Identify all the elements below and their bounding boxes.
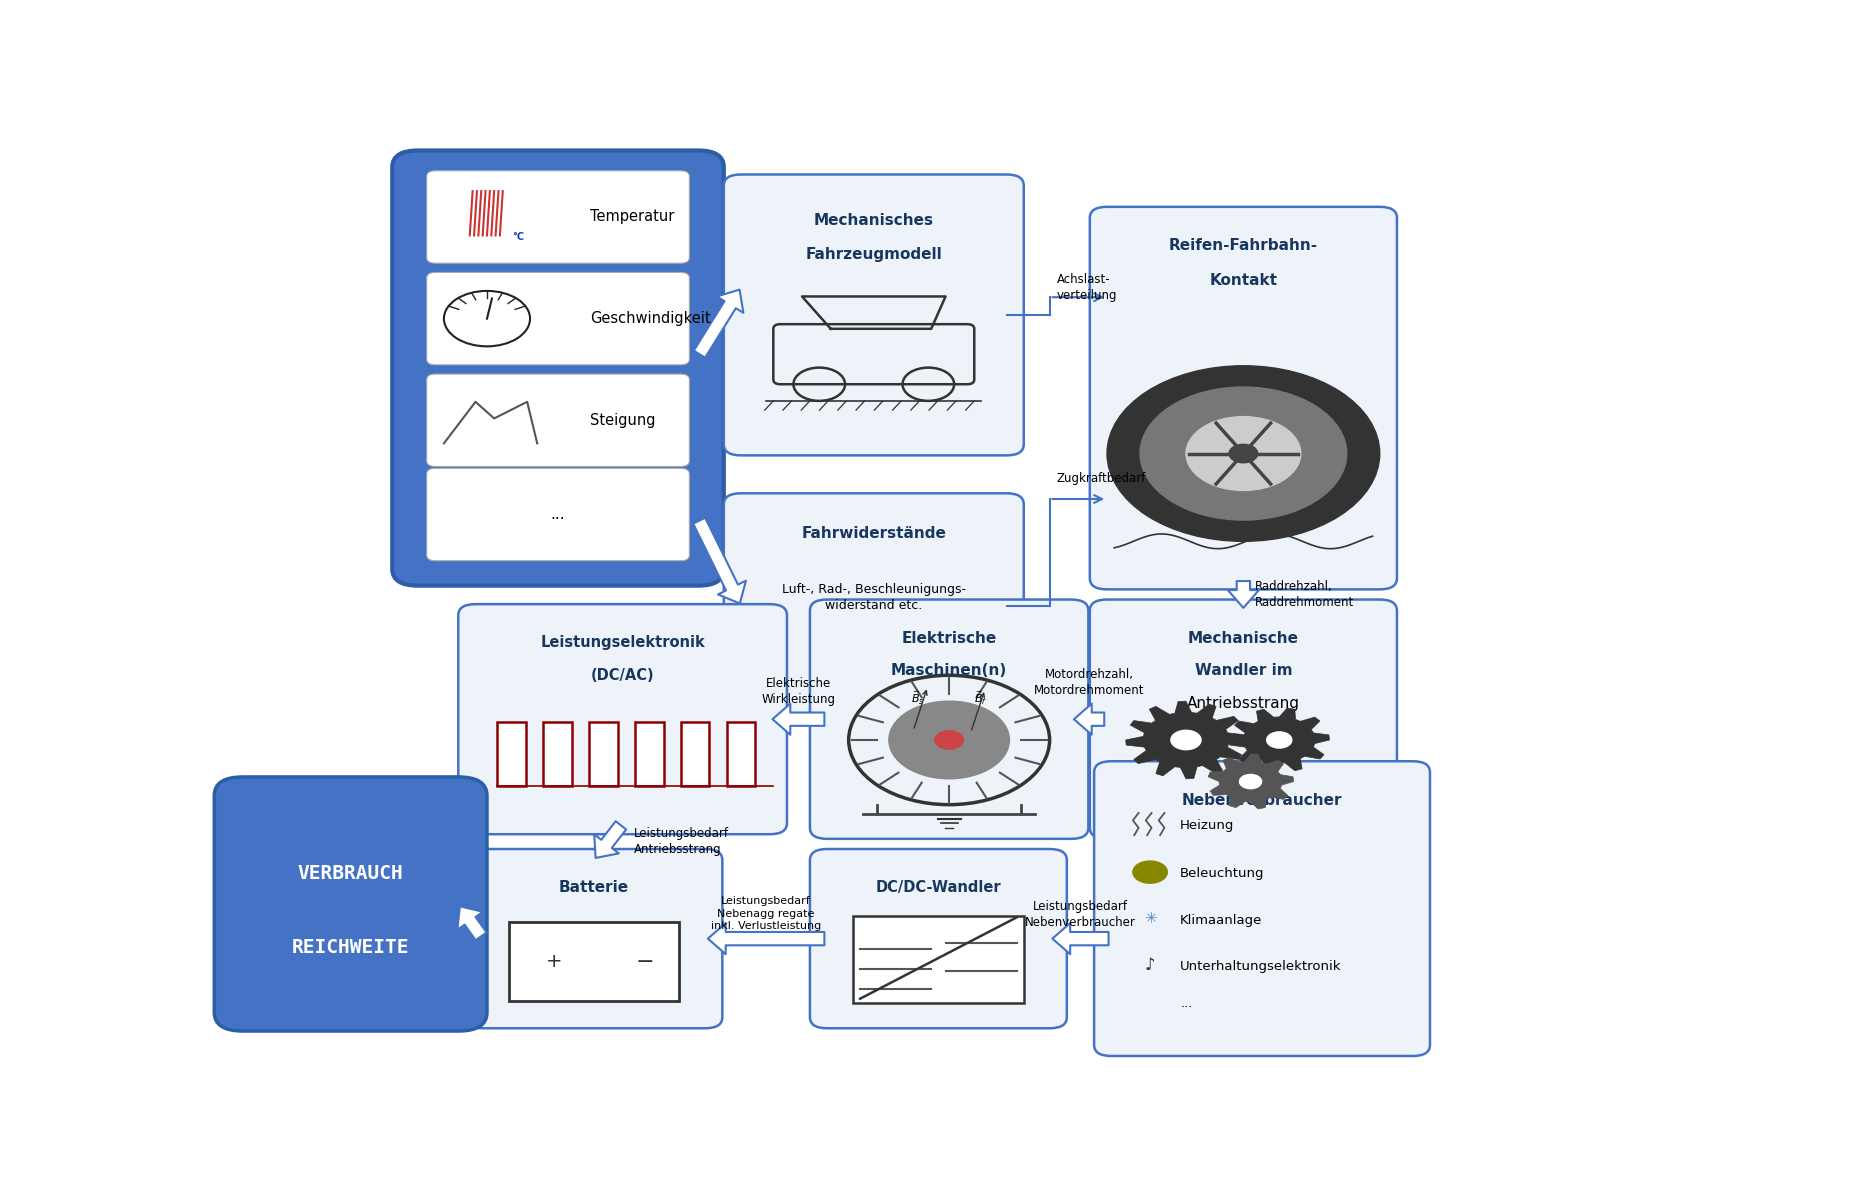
Text: Antriebsstrang: Antriebsstrang [1187, 696, 1300, 710]
FancyBboxPatch shape [1089, 206, 1396, 589]
FancyBboxPatch shape [426, 468, 689, 560]
Circle shape [1267, 732, 1293, 748]
Text: Achslast-
verteilung: Achslast- verteilung [1057, 274, 1117, 302]
FancyBboxPatch shape [426, 272, 689, 365]
FancyBboxPatch shape [809, 850, 1067, 1028]
Text: Raddrehzahl,
Raddrehmoment: Raddrehzahl, Raddrehmoment [1256, 580, 1354, 608]
Text: (DC/AC): (DC/AC) [591, 667, 654, 683]
Polygon shape [1126, 701, 1246, 779]
FancyBboxPatch shape [393, 150, 724, 586]
Polygon shape [1208, 754, 1293, 809]
FancyBboxPatch shape [724, 493, 1024, 719]
Text: $\vec{B}_s$: $\vec{B}_s$ [911, 690, 924, 707]
Bar [543, 721, 572, 786]
Circle shape [889, 701, 1009, 779]
Bar [509, 922, 680, 1001]
Text: Beleuchtung: Beleuchtung [1180, 868, 1265, 881]
Bar [589, 721, 617, 786]
Bar [726, 721, 756, 786]
Text: Batterie: Batterie [559, 881, 630, 895]
Text: Elektrische
Wirkleistung: Elektrische Wirkleistung [761, 677, 835, 706]
Text: Geschwindigkeit: Geschwindigkeit [591, 311, 711, 326]
Polygon shape [1230, 708, 1330, 772]
FancyBboxPatch shape [1089, 600, 1396, 839]
FancyBboxPatch shape [1095, 761, 1430, 1056]
Circle shape [1107, 366, 1380, 541]
Text: DC/DC-Wandler: DC/DC-Wandler [876, 881, 1002, 895]
Circle shape [1133, 862, 1167, 883]
Text: Motordrehzahl,
Motordrehmoment: Motordrehzahl, Motordrehmoment [1033, 667, 1145, 697]
Text: Mechanisches: Mechanisches [813, 214, 933, 228]
Circle shape [1230, 444, 1258, 463]
Text: ...: ... [550, 508, 565, 522]
Circle shape [1170, 731, 1202, 750]
Text: ...: ... [1180, 997, 1193, 1010]
Text: Unterhaltungselektronik: Unterhaltungselektronik [1180, 960, 1341, 973]
Bar [635, 721, 663, 786]
Text: $\vec{B}_r$: $\vec{B}_r$ [974, 690, 987, 707]
FancyBboxPatch shape [215, 776, 487, 1031]
Text: Kontakt: Kontakt [1209, 274, 1278, 288]
Text: Leistungsbedarf
Nebenverbraucher: Leistungsbedarf Nebenverbraucher [1024, 900, 1135, 929]
FancyBboxPatch shape [465, 850, 722, 1028]
Circle shape [1239, 774, 1261, 788]
FancyBboxPatch shape [809, 600, 1089, 839]
Text: Wandler im: Wandler im [1195, 664, 1293, 678]
Text: Nebenverbraucher: Nebenverbraucher [1182, 792, 1343, 808]
Text: −: − [635, 952, 654, 972]
Text: Leistungsbedarf
Antriebsstrang: Leistungsbedarf Antriebsstrang [633, 827, 730, 856]
Text: Klimaanlage: Klimaanlage [1180, 913, 1263, 926]
FancyBboxPatch shape [426, 374, 689, 467]
Text: Fahrzeugmodell: Fahrzeugmodell [806, 247, 943, 263]
Text: Leistungsbedarf
Nebenagg regate
inkl. Verlustleistung: Leistungsbedarf Nebenagg regate inkl. Ve… [711, 896, 820, 931]
Text: Fahrwiderstände: Fahrwiderstände [802, 527, 946, 541]
Text: Maschinen(n): Maschinen(n) [891, 664, 1007, 678]
Circle shape [1141, 388, 1346, 520]
FancyBboxPatch shape [457, 604, 787, 834]
Text: ✳: ✳ [1145, 911, 1156, 926]
Text: Luft-, Rad-, Beschleunigungs-
widerstand etc.: Luft-, Rad-, Beschleunigungs- widerstand… [782, 583, 965, 612]
Text: VERBRAUCH: VERBRAUCH [298, 864, 404, 883]
Text: Mechanische: Mechanische [1187, 631, 1298, 646]
Text: Leistungselektronik: Leistungselektronik [541, 636, 706, 650]
Text: Steigung: Steigung [591, 413, 656, 427]
Text: Elektrische: Elektrische [902, 631, 996, 646]
Text: +: + [546, 953, 563, 971]
FancyBboxPatch shape [426, 170, 689, 263]
Bar [682, 721, 709, 786]
Bar [854, 916, 1024, 1003]
Text: ♪: ♪ [1145, 955, 1156, 973]
Circle shape [1185, 416, 1300, 491]
Text: REICHWEITE: REICHWEITE [293, 938, 409, 956]
Text: Heizung: Heizung [1180, 820, 1235, 833]
Circle shape [935, 731, 963, 749]
FancyBboxPatch shape [724, 174, 1024, 455]
Text: Temperatur: Temperatur [591, 210, 674, 224]
Text: Reifen-Fahrbahn-: Reifen-Fahrbahn- [1169, 238, 1319, 253]
Bar [496, 721, 526, 786]
Text: Zugkraftbedarf: Zugkraftbedarf [1057, 472, 1146, 485]
Text: °C: °C [513, 233, 524, 242]
